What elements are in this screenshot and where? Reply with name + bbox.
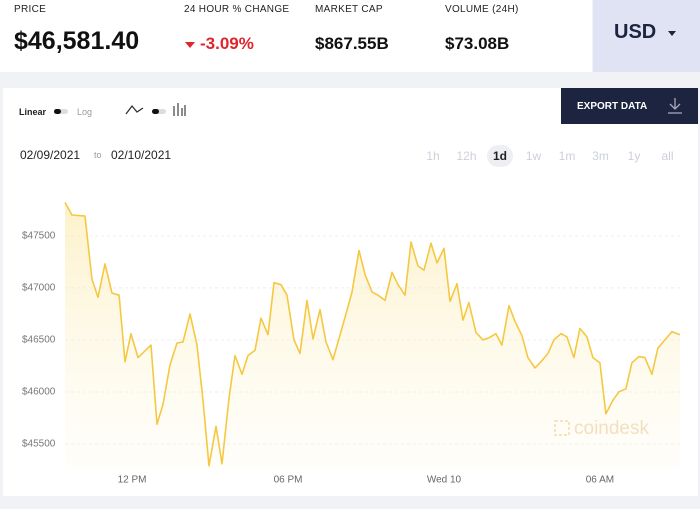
x-tick-label: 06 AM bbox=[586, 475, 614, 486]
y-tick-label: $47500 bbox=[22, 230, 56, 241]
range-button[interactable]: 1w bbox=[525, 149, 542, 163]
range-button[interactable]: 12h bbox=[456, 149, 477, 163]
down-arrow bbox=[185, 42, 195, 48]
caret bbox=[668, 31, 676, 36]
date-to[interactable]: 02/10/2021 bbox=[111, 148, 172, 162]
range-button[interactable]: 1d bbox=[487, 145, 513, 167]
chart-type-icons[interactable] bbox=[124, 100, 188, 120]
y-tick-label: $46000 bbox=[22, 387, 56, 398]
x-tick-label: 12 PM bbox=[118, 475, 147, 486]
market-cap-label: MARKET CAP bbox=[315, 4, 383, 15]
volume-label: VOLUME (24H) bbox=[445, 4, 519, 15]
y-tick-label: $47000 bbox=[22, 283, 56, 294]
type-knob bbox=[152, 109, 159, 114]
date-sep: to bbox=[94, 150, 102, 160]
market-cap: $867.55B bbox=[315, 34, 389, 53]
currency: USD bbox=[614, 21, 657, 43]
download-icon bbox=[668, 98, 682, 114]
line-icon bbox=[125, 104, 144, 115]
log-toggle[interactable]: Log bbox=[77, 107, 93, 117]
bar-icon bbox=[173, 103, 186, 116]
y-tick-label: $46500 bbox=[22, 335, 56, 346]
export-label: EXPORT DATA bbox=[577, 101, 648, 112]
x-tick-label: Wed 10 bbox=[427, 475, 462, 486]
range-button[interactable]: 1y bbox=[627, 149, 641, 163]
scale-switch[interactable] bbox=[54, 109, 68, 114]
range-button[interactable]: 3m bbox=[592, 149, 609, 163]
price: $46,581.40 bbox=[14, 27, 140, 55]
linear-toggle[interactable]: Linear bbox=[19, 107, 47, 117]
switch-knob bbox=[54, 109, 61, 114]
range-button[interactable]: all bbox=[661, 149, 674, 163]
x-tick-label: 06 PM bbox=[274, 475, 303, 486]
export-button[interactable]: EXPORT DATA bbox=[561, 88, 698, 124]
volume: $73.08B bbox=[445, 34, 510, 53]
range-button[interactable]: 1m bbox=[558, 149, 576, 163]
currency-select[interactable]: USD bbox=[593, 0, 700, 72]
change-label: 24 HOUR % CHANGE bbox=[184, 4, 290, 15]
date-from[interactable]: 02/09/2021 bbox=[20, 148, 81, 162]
stats-bar: PRICE $46,581.40 24 HOUR % CHANGE -3.09%… bbox=[0, 0, 592, 72]
change: -3.09% bbox=[200, 34, 254, 53]
y-tick-label: $45500 bbox=[22, 439, 56, 450]
area-fill bbox=[65, 202, 680, 470]
price-label: PRICE bbox=[14, 4, 47, 15]
range-button[interactable]: 1h bbox=[426, 149, 440, 163]
range-buttons: 1h 12h 1d 1w 1m 3m 1y all bbox=[420, 145, 682, 167]
price-line bbox=[64, 202, 681, 467]
